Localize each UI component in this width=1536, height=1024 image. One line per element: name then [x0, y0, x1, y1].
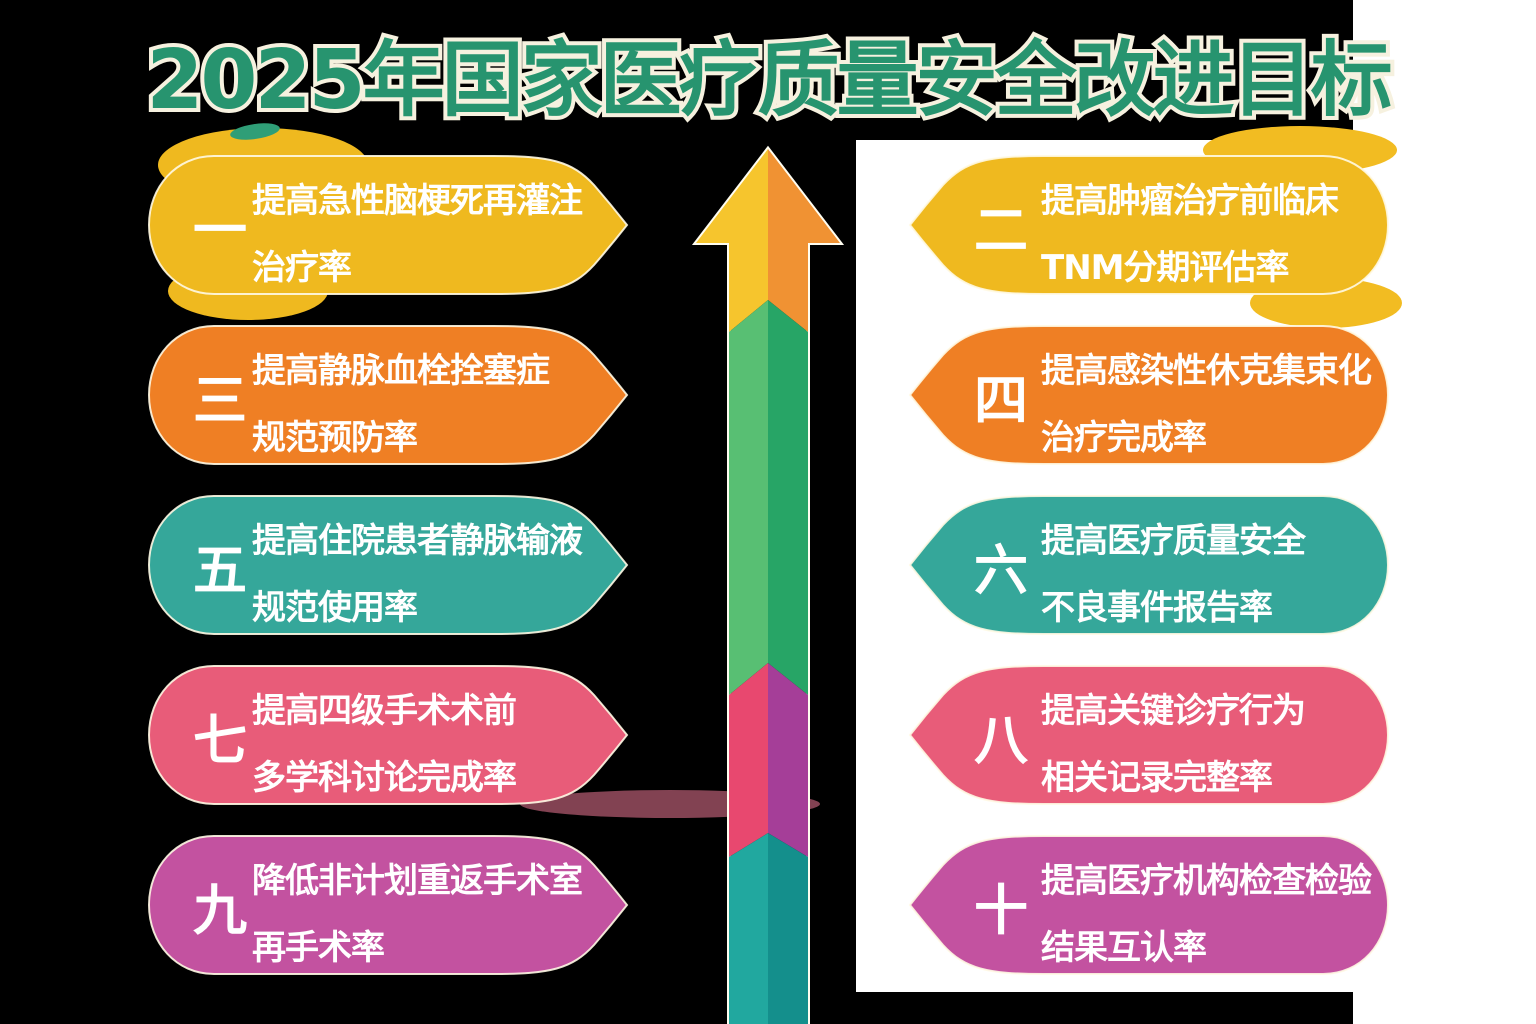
arrow-green-left	[729, 300, 768, 695]
goal-line1: 提高感染性休克集束化	[1041, 351, 1372, 391]
goal-text: 提高肿瘤治疗前临床 TNM分期评估率	[1041, 168, 1339, 302]
arrow-head-right	[768, 149, 840, 332]
goal-text: 降低非计划重返手术室 再手术率	[252, 848, 583, 982]
goal-bubble-10: 十 提高医疗机构检查检验 结果互认率	[903, 835, 1389, 979]
goal-line1: 提高关键诊疗行为	[1041, 691, 1306, 731]
bubble-shape	[908, 665, 1389, 805]
arrow-teal-left	[729, 833, 768, 1024]
goal-number: 四	[974, 368, 1028, 432]
bubble-shape	[908, 325, 1389, 465]
goal-text: 提高医疗机构检查检验 结果互认率	[1041, 848, 1372, 982]
goal-text: 提高急性脑梗死再灌注 治疗率	[252, 168, 583, 302]
bubble-shape	[908, 155, 1389, 295]
goal-bubble-9: 九 降低非计划重返手术室 再手术率	[148, 835, 634, 979]
arrow-pink-right	[768, 663, 808, 857]
goal-bubble-4: 四 提高感染性休克集束化 治疗完成率	[903, 325, 1389, 469]
goal-line1: 提高急性脑梗死再灌注	[252, 181, 583, 221]
goal-bubble-2: 二 提高肿瘤治疗前临床 TNM分期评估率	[903, 155, 1389, 299]
bubble-shape	[908, 835, 1389, 975]
goal-line1: 提高住院患者静脉输液	[252, 521, 583, 561]
goal-line1: 提高四级手术术前	[252, 691, 517, 731]
goal-number: 八	[974, 708, 1028, 772]
goal-line2: 再手术率	[252, 928, 385, 968]
goal-line2: 相关记录完整率	[1041, 758, 1273, 798]
bubble-shape	[148, 665, 629, 805]
goal-line2: 规范预防率	[252, 418, 418, 458]
goal-line1: 提高肿瘤治疗前临床	[1041, 181, 1339, 221]
goal-number: 十	[974, 878, 1028, 942]
goal-text: 提高医疗质量安全 不良事件报告率	[1041, 508, 1306, 642]
page-title: 2025年国家医疗质量安全改进目标 2025年国家医疗质量安全改进目标	[0, 26, 1536, 146]
bubble-shape	[148, 835, 629, 975]
goal-number: 三	[193, 368, 247, 432]
goal-text: 提高住院患者静脉输液 规范使用率	[252, 508, 583, 642]
goal-bubble-5: 五 提高住院患者静脉输液 规范使用率	[148, 495, 634, 639]
goal-number: 七	[193, 708, 247, 772]
goal-line2: TNM分期评估率	[1041, 248, 1289, 288]
arrow-green-right	[768, 300, 808, 695]
goal-text: 提高感染性休克集束化 治疗完成率	[1041, 338, 1372, 472]
goal-line1: 提高医疗机构检查检验	[1041, 861, 1372, 901]
arrow-teal-right	[768, 833, 808, 1024]
goal-number: 一	[193, 198, 247, 262]
goal-number: 九	[193, 878, 247, 942]
goal-line2: 治疗完成率	[1041, 418, 1207, 458]
goal-line2: 结果互认率	[1041, 928, 1207, 968]
page-title-outline: 2025年国家医疗质量安全改进目标	[142, 29, 1396, 132]
goal-line2: 多学科讨论完成率	[252, 758, 517, 798]
goal-text: 提高关键诊疗行为 相关记录完整率	[1041, 678, 1306, 812]
goal-line1: 降低非计划重返手术室	[252, 861, 583, 901]
arrow-pink-left	[729, 663, 768, 857]
page-title-text: 2025年国家医疗质量安全改进目标	[146, 33, 1392, 128]
bubble-shape	[148, 495, 629, 635]
goal-bubble-8: 八 提高关键诊疗行为 相关记录完整率	[903, 665, 1389, 809]
background-panel-right-edge	[1353, 0, 1536, 1024]
goal-line1: 提高医疗质量安全	[1041, 521, 1306, 561]
goal-line1: 提高静脉血栓拴塞症	[252, 351, 550, 391]
goal-text: 提高四级手术术前 多学科讨论完成率	[252, 678, 517, 812]
goal-bubble-7: 七 提高四级手术术前 多学科讨论完成率	[148, 665, 634, 809]
goal-number: 六	[974, 538, 1028, 602]
goal-bubble-3: 三 提高静脉血栓拴塞症 规范预防率	[148, 325, 634, 469]
bubble-shape	[908, 495, 1389, 635]
goal-bubble-1: 一 提高急性脑梗死再灌注 治疗率	[148, 155, 634, 299]
goal-number: 二	[974, 198, 1028, 262]
goal-bubble-6: 六 提高医疗质量安全 不良事件报告率	[903, 495, 1389, 639]
goal-number: 五	[193, 538, 247, 602]
arrow-head-left	[696, 149, 768, 332]
goal-line2: 治疗率	[252, 248, 352, 288]
bubble-shape	[148, 325, 629, 465]
goal-line2: 不良事件报告率	[1041, 588, 1273, 628]
goal-line2: 规范使用率	[252, 588, 418, 628]
bubble-shape	[148, 155, 629, 295]
goal-text: 提高静脉血栓拴塞症 规范预防率	[252, 338, 550, 472]
center-up-arrow	[691, 145, 845, 1024]
